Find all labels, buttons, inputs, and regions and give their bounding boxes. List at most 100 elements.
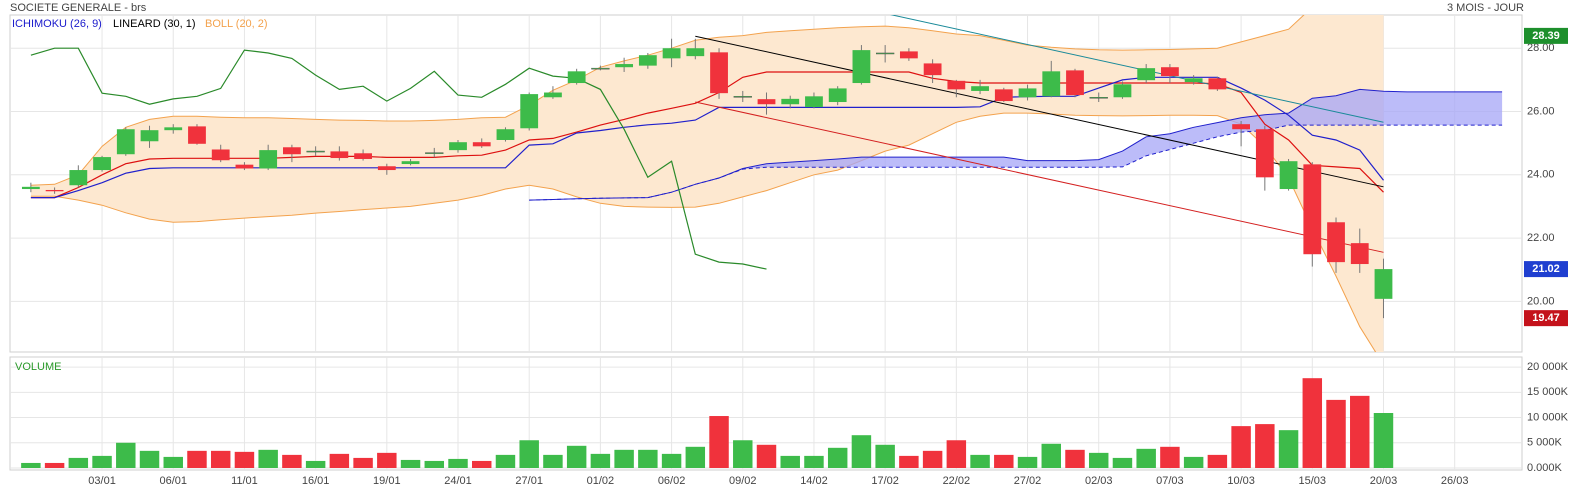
annotations: 20.00 22.00 24.00 26.00 28.00 0.000K 5 000K 10 … (12, 18, 1569, 487)
candle-body (1350, 243, 1369, 265)
ichimoku-span (529, 124, 1503, 201)
x-tick-label: 20/03 (1370, 475, 1398, 487)
candle-body (1303, 164, 1322, 255)
candle-body (1042, 71, 1061, 97)
volume-bar (756, 444, 777, 468)
volume-bar (1350, 395, 1370, 468)
volume-bar (210, 450, 231, 468)
volume-bar (139, 450, 160, 468)
candle-body (733, 96, 752, 98)
candle-body (994, 89, 1013, 102)
volume-bar (685, 446, 706, 468)
legend-entry: BOLL (20, 2) (205, 18, 268, 30)
candle-body (544, 92, 562, 98)
candle-body (567, 71, 586, 84)
volume-bar (661, 453, 682, 468)
x-tick-label: 02/03 (1085, 475, 1113, 487)
candle-body (449, 142, 467, 151)
volume-bar (1326, 399, 1346, 468)
candle-body (1255, 129, 1274, 178)
y-tick-label: 28.00 (1527, 42, 1555, 54)
candle-body (1327, 222, 1345, 263)
y-tick-label: 0.000K (1527, 462, 1563, 474)
candle-body (1066, 70, 1084, 96)
volume-bar (804, 455, 824, 468)
y-tick-label: 10 000K (1527, 411, 1569, 423)
volume-bar (899, 455, 919, 468)
x-tick-label: 17/02 (871, 475, 899, 487)
bollinger-fill (30, 15, 1384, 352)
candle-body (1374, 269, 1393, 299)
candle-body (828, 88, 847, 103)
volume-bar (827, 447, 848, 468)
volume-bar (922, 450, 943, 468)
candle-body (757, 99, 776, 105)
candle-body (45, 189, 64, 192)
candle-body (710, 52, 728, 94)
volume-title: VOLUME (15, 361, 61, 373)
candle-body (21, 186, 40, 190)
candle-body (520, 94, 539, 129)
candle-body (116, 129, 135, 155)
candle-body (1279, 161, 1298, 190)
volume-bar (543, 454, 563, 468)
x-tick-label: 09/02 (729, 475, 757, 487)
x-tick-label: 14/02 (800, 475, 828, 487)
y-tick-label: 24.00 (1527, 169, 1555, 181)
legend-entry: ICHIMOKU (26, 9) (12, 18, 102, 30)
volume-bar (68, 457, 89, 468)
candle-body (971, 86, 989, 91)
candle-body (306, 150, 325, 153)
volume-bar (614, 449, 634, 468)
candle-body (662, 48, 681, 59)
price-label: 21.02 (1532, 263, 1560, 275)
volume-bar (234, 451, 255, 468)
candle-body (1018, 88, 1037, 98)
volume-plot (10, 357, 1522, 470)
candle-body (805, 96, 823, 108)
candle-body (259, 150, 278, 169)
y-tick-label: 5 000K (1527, 437, 1563, 449)
chart-title: SOCIETE GENERALE - brs (10, 2, 147, 14)
candle-body (1113, 84, 1132, 98)
volume-bar (44, 462, 65, 468)
indicator-line (30, 47, 767, 270)
volume-bar (638, 449, 658, 468)
candle-body (1232, 124, 1251, 130)
x-tick-label: 16/01 (302, 475, 330, 487)
volume-bar (377, 452, 397, 468)
candle-body (377, 166, 396, 171)
candle-body (876, 52, 895, 55)
candle-body (591, 67, 610, 70)
candle-body (781, 98, 800, 105)
price-label-box (1524, 261, 1568, 278)
x-tick-label: 06/02 (658, 475, 686, 487)
volume-bar (519, 440, 539, 468)
x-tick-label: 06/01 (159, 475, 187, 487)
volume-bar (448, 458, 468, 468)
candle-body (164, 127, 183, 131)
volume-bar (1302, 378, 1323, 468)
volume-bar (400, 459, 421, 468)
price-label-box (1524, 27, 1568, 44)
x-tick-label: 19/01 (373, 475, 401, 487)
candle-body (1089, 97, 1108, 99)
volume-bar (282, 454, 302, 468)
candle-body (1184, 78, 1203, 83)
x-tick-label: 24/01 (444, 475, 472, 487)
volume-bar (1065, 449, 1085, 468)
candle-body (923, 63, 942, 76)
y-tick-label: 20.00 (1527, 295, 1555, 307)
candle-body (282, 147, 301, 155)
volume-bar (1017, 456, 1038, 468)
x-tick-label: 27/01 (515, 475, 543, 487)
volume-bar (305, 460, 326, 468)
volume-bar (92, 455, 112, 468)
volume-bar (187, 450, 207, 468)
volume-bar (472, 460, 492, 468)
volume-bar (1160, 446, 1180, 468)
candle-body (472, 142, 491, 147)
candle-body (947, 80, 966, 90)
